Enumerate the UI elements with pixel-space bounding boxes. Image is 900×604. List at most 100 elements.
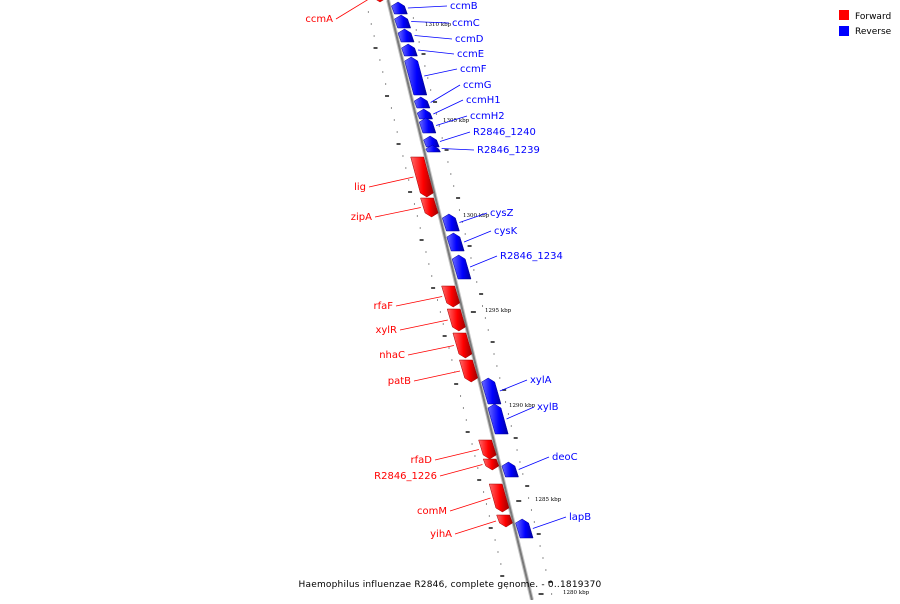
gene-arrow[interactable]	[515, 518, 534, 539]
tick-label: 1305 kbp	[443, 118, 470, 124]
gene-label: nhaC	[379, 350, 405, 361]
gene-r2846-1240[interactable]: R2846_1240	[423, 127, 536, 148]
gene-xyla[interactable]: xylA	[481, 375, 552, 405]
gene-label: rfaF	[373, 301, 393, 312]
gene-arrow[interactable]	[420, 197, 439, 218]
gene-arrow[interactable]	[410, 156, 434, 198]
gene-r2846-1234[interactable]: R2846_1234	[451, 251, 563, 280]
gene-arrow[interactable]	[416, 108, 433, 120]
gene-ccmc[interactable]: ccmC	[394, 14, 480, 29]
gene-arrow[interactable]	[404, 56, 428, 96]
gene-ccme[interactable]: ccmE	[401, 43, 484, 60]
gene-nhac[interactable]: nhaC	[379, 332, 473, 361]
gene-label: cysZ	[490, 208, 514, 219]
gene-arrow[interactable]	[451, 254, 472, 280]
gene-arrow[interactable]	[487, 403, 509, 435]
gene-arrow[interactable]	[488, 483, 510, 513]
gene-label-connector	[439, 131, 471, 142]
gene-ccmb[interactable]: ccmB	[391, 1, 478, 15]
gene-label-connector	[430, 84, 461, 103]
gene-arrow[interactable]	[482, 458, 500, 471]
gene-label: xylR	[375, 325, 397, 336]
gene-r2846-1226[interactable]: R2846_1226	[374, 458, 500, 482]
legend-swatch-forward	[839, 10, 849, 20]
gene-label-connector	[368, 176, 414, 188]
gene-zipa[interactable]: zipA	[351, 197, 439, 223]
gene-arrow[interactable]	[446, 232, 465, 252]
gene-arrow[interactable]	[391, 1, 408, 15]
gene-label: ccmH1	[466, 95, 501, 106]
gene-arrow[interactable]	[425, 144, 441, 153]
gene-label-connector	[395, 296, 443, 307]
gene-arrow[interactable]	[372, 0, 387, 3]
tick-label: 1295 kbp	[485, 308, 512, 314]
tick-label: 1290 kbp	[509, 403, 536, 409]
tick-label: 1285 kbp	[535, 497, 562, 503]
gene-ccmf[interactable]: ccmF	[404, 56, 487, 96]
gene-deoc[interactable]: deoC	[501, 452, 578, 478]
gene-label: ccmA	[305, 14, 333, 25]
gene-arrow[interactable]	[501, 461, 519, 478]
gene-r2846-1239[interactable]: R2846_1239	[425, 144, 540, 156]
gene-label-connector	[424, 68, 458, 77]
gene-label-connector	[449, 497, 491, 512]
gene-label-connector	[499, 379, 528, 392]
gene-label-connector	[469, 255, 498, 268]
gene-label: patB	[388, 376, 411, 387]
gene-label-connector	[506, 406, 535, 420]
gene-comm[interactable]: comM	[417, 483, 510, 517]
gene-ccmg[interactable]: ccmG	[413, 80, 492, 109]
gene-ccmd[interactable]: ccmD	[397, 28, 484, 45]
scale-dashes	[367, 11, 553, 595]
gene-arrow[interactable]	[459, 359, 478, 383]
gene-arrow[interactable]	[452, 332, 473, 359]
gene-xylr[interactable]: xylR	[375, 308, 466, 336]
legend-swatch-reverse	[839, 26, 849, 36]
gene-patb[interactable]: patB	[388, 359, 478, 387]
gene-arrow[interactable]	[496, 514, 513, 528]
gene-label-connector	[532, 516, 567, 529]
gene-arrow[interactable]	[401, 43, 418, 57]
gene-label-connector	[434, 449, 479, 461]
gene-arrow[interactable]	[397, 28, 415, 43]
gene-lig[interactable]: lig	[354, 156, 434, 198]
gene-arrow[interactable]	[478, 439, 497, 460]
gene-yiha[interactable]: yihA	[430, 514, 513, 540]
gene-ccmh2[interactable]: ccmH2	[419, 111, 505, 134]
gene-label-connector	[411, 21, 450, 24]
gene-label: xylB	[537, 402, 559, 413]
gene-lapb[interactable]: lapB	[515, 512, 592, 539]
gene-label: ccmH2	[470, 111, 505, 122]
legend-label-forward: Forward	[855, 12, 891, 22]
gene-label-connector	[463, 230, 492, 243]
gene-arrow[interactable]	[442, 213, 460, 232]
gene-label: zipA	[351, 212, 372, 223]
backbone	[386, 0, 534, 601]
gene-arrow[interactable]	[394, 14, 412, 29]
tick-label: 1310 kbp	[425, 22, 452, 28]
gene-label: rfaD	[411, 455, 433, 466]
gene-arrow[interactable]	[413, 96, 431, 109]
gene-label: xylA	[530, 375, 552, 386]
gene-arrow[interactable]	[441, 285, 460, 308]
gene-label: R2846_1234	[500, 251, 563, 262]
gene-rfad[interactable]: rfaD	[411, 439, 497, 466]
gene-label-connector	[407, 345, 455, 356]
gene-label: lapB	[569, 512, 591, 523]
gene-ccmh1[interactable]: ccmH1	[416, 95, 501, 120]
gene-label-connector	[413, 370, 461, 382]
gene-label: comM	[417, 506, 447, 517]
gene-ccma[interactable]: ccmA	[305, 0, 386, 25]
tick-label: 1280 kbp	[563, 590, 590, 596]
gene-arrow[interactable]	[419, 117, 437, 134]
gene-rfaf[interactable]: rfaF	[373, 285, 460, 312]
gene-arrow[interactable]	[446, 308, 466, 332]
gene-label: ccmG	[463, 80, 492, 91]
gene-cysz[interactable]: cysZ	[442, 208, 514, 232]
gene-cysk[interactable]: cysK	[446, 226, 518, 252]
legend-label-reverse: Reverse	[855, 27, 892, 37]
gene-xylb[interactable]: xylB	[487, 402, 559, 435]
gene-label-connector	[518, 456, 550, 470]
